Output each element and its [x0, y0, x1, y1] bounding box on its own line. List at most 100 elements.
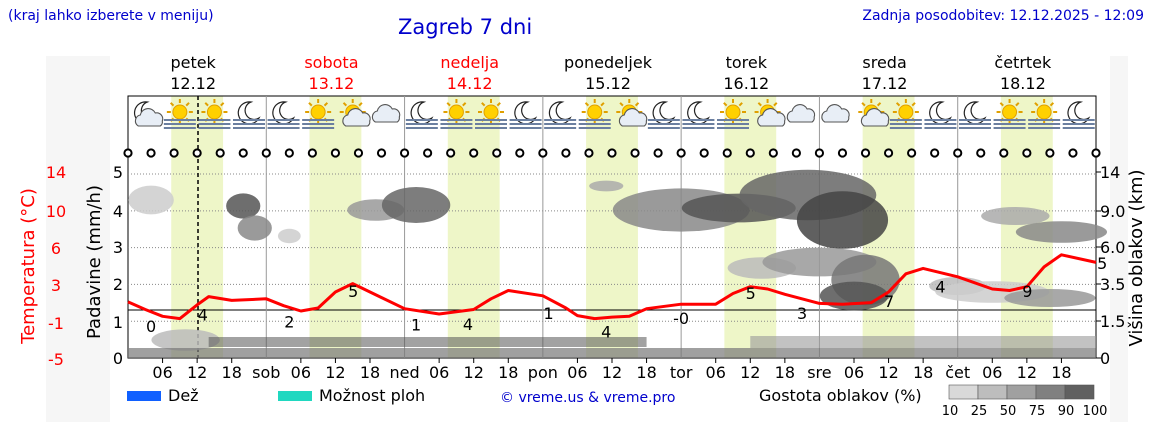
cloud-shape [821, 104, 850, 123]
moon-fog-icon [233, 101, 265, 129]
sun-ray [876, 102, 882, 107]
day-name: sobota [304, 53, 358, 72]
sun-ray [723, 102, 728, 107]
precip-marker [376, 148, 387, 158]
sun-fog-icon [1028, 99, 1061, 129]
hour-label: 12 [187, 363, 207, 382]
precip-marker [584, 148, 594, 158]
precip-tick-label: 4 [113, 202, 123, 221]
moon-fog-icon [682, 101, 715, 129]
day-date: 18.12 [1000, 74, 1046, 93]
precip-marker [837, 148, 848, 158]
precip-marker [722, 148, 732, 158]
density-step-label: 50 [1000, 404, 1017, 419]
day-abbr-label: sob [252, 363, 280, 382]
low-cloud-layer [208, 337, 647, 347]
precip-marker [883, 148, 894, 158]
moon-shape [237, 101, 261, 125]
temperature-value-label: 3 [797, 304, 807, 323]
hour-label: 06 [706, 363, 726, 382]
sun-fog-icon [889, 99, 922, 129]
moon-shape [929, 101, 953, 125]
day-name: sreda [862, 53, 906, 72]
precip-marker [423, 148, 433, 158]
hour-label: 18 [1051, 363, 1071, 382]
moon-shape [514, 101, 538, 125]
cloud-tick-label: 1.5 [1100, 312, 1125, 331]
precip-marker [676, 148, 686, 158]
sun-disc [448, 104, 464, 120]
sun-ray [481, 102, 486, 107]
precip-marker [284, 148, 294, 158]
temperature-value-label: 4 [935, 278, 945, 297]
cloud-density-area [128, 185, 174, 215]
hour-label: 12 [602, 363, 622, 382]
cloud-density-area [381, 187, 451, 223]
temp-tick-label: 10 [46, 202, 66, 221]
cloud-icon [786, 104, 816, 123]
day-abbr-label: ned [390, 363, 420, 382]
day-date: 14.12 [447, 74, 493, 93]
daylight-band [171, 96, 224, 358]
temperature-value-label: 1 [544, 304, 554, 323]
cloud-density-area [151, 329, 220, 351]
precip-marker [699, 148, 709, 158]
sun-fog-icon [475, 99, 507, 129]
sun-ray [342, 102, 348, 107]
temp-tick-label: -1 [48, 314, 64, 333]
hour-label: 06 [982, 363, 1002, 382]
hour-label: 18 [498, 363, 518, 382]
density-step-label: 100 [1083, 404, 1108, 419]
sun-ray [185, 102, 190, 107]
precip-tick-label: 3 [113, 238, 123, 257]
precip-axis-label: Padavine (mm/h) [84, 185, 105, 339]
cloud-shape [134, 108, 164, 127]
sun-disc [310, 104, 326, 120]
precip-marker [630, 148, 640, 158]
hour-label: 12 [1017, 363, 1037, 382]
precip-marker [907, 148, 917, 158]
day-name: petek [170, 53, 216, 72]
day-name: četrtek [994, 53, 1052, 72]
hour-label: 06 [291, 363, 311, 382]
precip-tick-label: 2 [113, 275, 123, 294]
precip-marker [399, 148, 410, 158]
last-updated: Zadnja posodobitev: 12.12.2025 - 12:09 [862, 8, 1144, 24]
density-swatch [977, 384, 1008, 400]
precip-marker [930, 148, 940, 158]
precip-marker [653, 148, 663, 158]
precip-marker [1091, 148, 1101, 158]
rain-legend-swatch [127, 391, 161, 401]
sun-ray [861, 102, 866, 107]
precip-marker [307, 148, 317, 158]
rain-legend-label: Dež [168, 386, 199, 405]
temperature-value-label: 4 [601, 323, 611, 342]
moon-shape [272, 101, 296, 125]
thunder-legend-swatch [278, 391, 312, 401]
region-hint[interactable]: (kraj lahko izberete v meniju) [8, 8, 214, 24]
day-date: 12.12 [170, 74, 216, 93]
temp-tick-label: -5 [48, 350, 64, 369]
cloud-tick-label: 14 [1100, 163, 1120, 182]
precip-marker [146, 148, 156, 158]
moon-fog-icon [647, 101, 680, 129]
moon-shape [687, 101, 711, 125]
precip-marker [976, 148, 986, 158]
cloud-density-area [981, 207, 1050, 225]
temperature-value-label: 4 [463, 315, 473, 334]
precip-marker [238, 148, 248, 158]
sun-ray [220, 102, 225, 107]
temperature-value-label: 5 [746, 284, 756, 303]
sun-cloud-icon [858, 99, 890, 127]
density-step-label: 25 [971, 404, 988, 419]
cloud-density-area [226, 193, 261, 219]
precip-marker [860, 148, 871, 158]
precip-marker [791, 148, 801, 158]
sun-disc [898, 104, 914, 120]
moon-shape [652, 101, 676, 125]
sun-fog-icon [717, 99, 749, 129]
temp-tick-label: 6 [51, 239, 61, 258]
sun-ray [446, 102, 451, 107]
density-swatch [1035, 384, 1066, 400]
sun-disc [1036, 104, 1052, 120]
